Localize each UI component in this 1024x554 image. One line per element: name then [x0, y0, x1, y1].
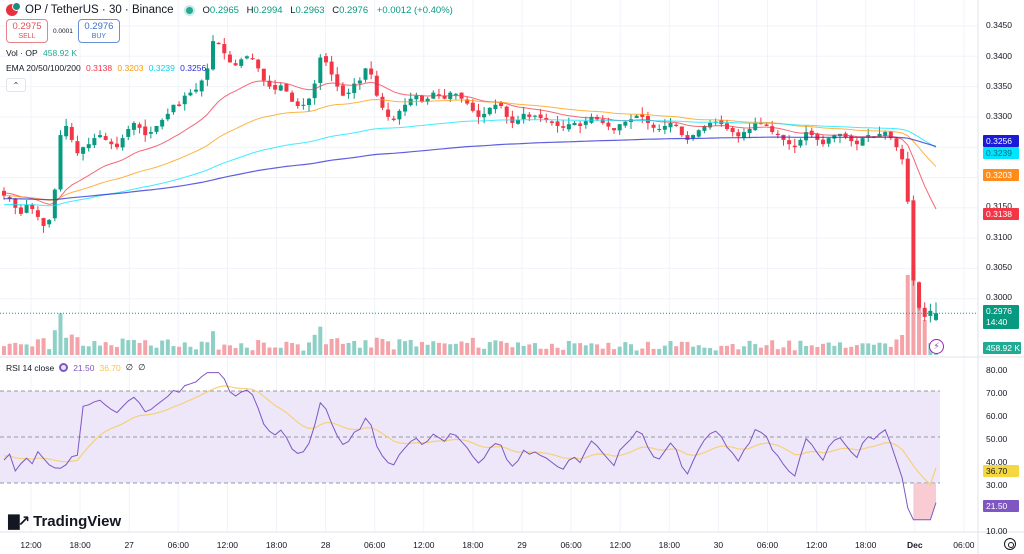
sell-label: SELL [18, 33, 36, 41]
rsi-label: RSI 14 close [6, 362, 55, 373]
op-token-icon [6, 2, 21, 16]
buy-button[interactable]: 0.2976 BUY [77, 19, 120, 43]
time-label: 06:00 [364, 540, 386, 550]
change-value: +0.0012 (+0.40%) [376, 4, 453, 16]
spread-value: 0.0001 [53, 27, 73, 35]
trade-buttons: 0.2975 SELL 0.0001 0.2976 BUY [6, 19, 453, 43]
price-tick: 0.3300 [986, 111, 1012, 121]
high-label: H [246, 4, 254, 16]
market-open-icon [185, 6, 193, 14]
ema100-value: 0.3239 [148, 63, 175, 73]
ema50-price-tag: 0.3203 [983, 169, 1019, 181]
sell-price: 0.2975 [12, 20, 42, 32]
ema20-value: 0.3138 [86, 63, 113, 73]
rsi-tick: 60.00 [986, 411, 1008, 421]
rsi-tick: 40.00 [986, 457, 1008, 467]
price-tick: 0.3450 [986, 20, 1012, 30]
buy-label: BUY [91, 33, 107, 41]
volume-tag: 458.92 K [983, 342, 1021, 354]
price-tick: 0.3400 [986, 51, 1012, 61]
rsi-value-tag: 21.50 [983, 500, 1019, 512]
bar-countdown: 14:40 [986, 317, 1008, 327]
time-label: 29 [517, 540, 527, 550]
ema-label: EMA 20/50/100/200 [6, 63, 81, 73]
time-label: 18:00 [462, 540, 484, 550]
time-label: 18:00 [265, 540, 288, 550]
rsi-tick: 50.00 [986, 434, 1008, 444]
time-label: 12:00 [20, 540, 42, 550]
chevron-up-icon: ⌃ [12, 80, 20, 90]
ema100-price-tag: 0.3239 [983, 147, 1019, 159]
symbol-header: OP / TetherUS · 30 · Binance O0.2965 H0.… [6, 2, 453, 16]
rsi-tick: 80.00 [986, 365, 1008, 375]
price-tick: 0.3100 [986, 232, 1012, 242]
time-label: 27 [124, 540, 134, 550]
ema200-value: 0.3256 [180, 63, 207, 73]
rsi-source-icon [59, 363, 69, 372]
low-value: 0.2963 [295, 4, 325, 16]
tradingview-mark-icon: ▇↗ [8, 513, 30, 530]
time-label: 06:00 [756, 540, 779, 550]
time-label: 12:00 [805, 540, 828, 550]
rsi-ma-tag: 36.70 [983, 465, 1019, 477]
time-label: 28 [320, 540, 331, 550]
open-value: 0.2965 [209, 4, 239, 16]
rsi-value: 21.50 [73, 362, 95, 373]
price-tick: 0.3350 [986, 81, 1012, 91]
low-label: L [290, 4, 296, 16]
settings-gear-icon[interactable] [1004, 538, 1016, 550]
last-price-value: 0.2976 [986, 306, 1012, 316]
time-label: Dec [907, 540, 923, 550]
volume-legend[interactable]: Vol · OP 458.92 K [6, 48, 453, 58]
time-label: 12:00 [413, 540, 435, 550]
volume-label: Vol · OP [6, 48, 38, 58]
ema50-value: 0.3203 [117, 63, 144, 73]
time-label: 18:00 [855, 540, 877, 550]
ema20-price-tag: 0.3138 [983, 208, 1019, 220]
rsi-tick: 70.00 [986, 388, 1008, 398]
tradingview-logo[interactable]: ▇↗ TradingView [8, 512, 122, 531]
ohlc-values: O0.2965 H0.2994 L0.2963 C0.2976 +0.0012 … [203, 5, 453, 16]
buy-price: 0.2976 [84, 20, 114, 32]
rsi-extra-1: ∅ [125, 362, 134, 372]
rsi-tick: 30.00 [986, 480, 1008, 490]
time-label: 30 [713, 540, 724, 550]
tradingview-logo-text: TradingView [33, 512, 122, 530]
close-label: C [332, 4, 340, 16]
volume-value: 458.92 K [43, 48, 78, 58]
high-value: 0.2994 [253, 4, 283, 16]
sell-button[interactable]: 0.2975 SELL [6, 19, 48, 43]
ema200-price-tag: 0.3256 [983, 135, 1019, 147]
price-tick: 0.3150 [986, 201, 1012, 211]
rsi-tick: 10.00 [986, 526, 1008, 536]
rsi-ma-value: 36.70 [99, 362, 121, 373]
price-tick: 0.3000 [986, 292, 1012, 302]
chart-legend: OP / TetherUS · 30 · Binance O0.2965 H0.… [6, 2, 453, 92]
time-label: 06:00 [953, 540, 975, 550]
lightning-icon[interactable]: ⚡ [929, 339, 944, 354]
time-label: 18:00 [69, 540, 91, 550]
open-label: O [202, 4, 210, 16]
time-label: 12:00 [216, 540, 239, 550]
time-label: 12:00 [609, 540, 631, 550]
rsi-extra-2: ∅ [138, 362, 146, 372]
time-label: 06:00 [560, 540, 582, 550]
symbol-title[interactable]: OP / TetherUS · 30 · Binance [25, 4, 174, 16]
close-value: 0.2976 [339, 4, 369, 16]
rsi-legend[interactable]: RSI 14 close 21.50 36.70 ∅ ∅ [6, 362, 146, 373]
ema-legend[interactable]: EMA 20/50/100/200 0.3138 0.3203 0.3239 0… [6, 63, 453, 73]
time-label: 18:00 [658, 540, 680, 550]
last-price-tag: 0.2976 14:40 [983, 305, 1019, 329]
time-label: 06:00 [167, 540, 189, 550]
collapse-legend-button[interactable]: ⌃ [6, 78, 26, 92]
price-tick: 0.3050 [986, 262, 1012, 272]
